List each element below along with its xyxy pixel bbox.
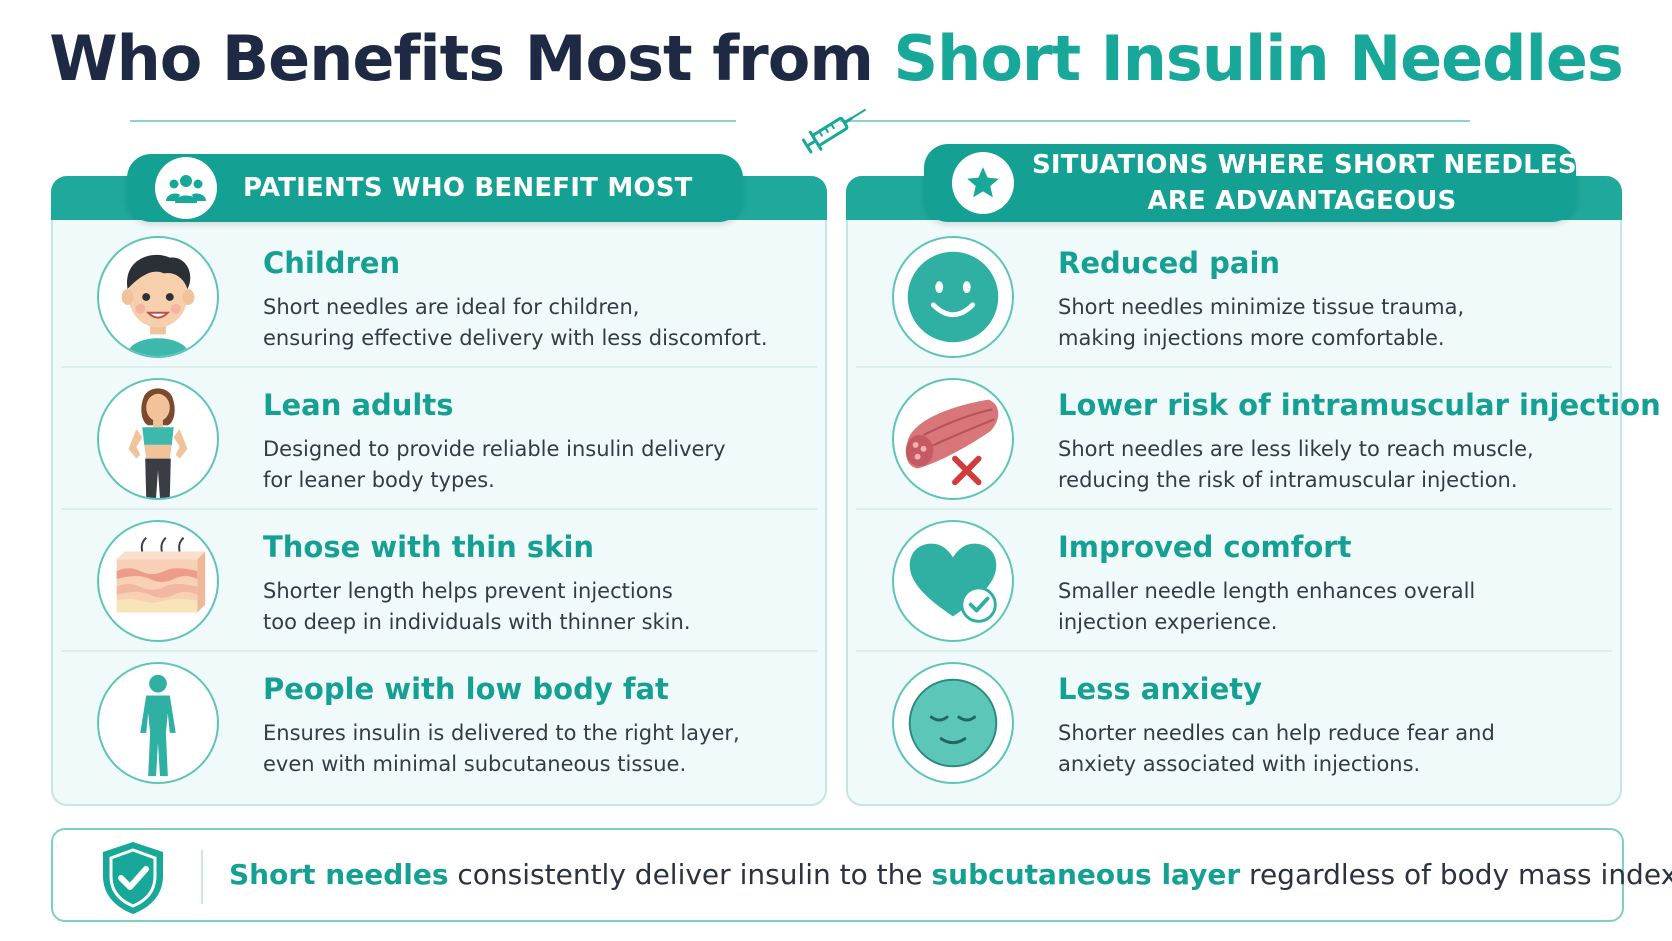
- lean-woman-icon: [97, 378, 219, 500]
- situations-title-line: SITUATIONS WHERE SHORT NEEDLES: [1032, 150, 1577, 180]
- situations-panel-title: SITUATIONS WHERE SHORT NEEDLES ARE ADVAN…: [1032, 147, 1577, 219]
- child-face-icon: [97, 236, 219, 358]
- item-desc-line: anxiety associated with injections.: [1058, 752, 1421, 776]
- star-icon: [952, 152, 1014, 214]
- item-title: Lean adults: [263, 388, 454, 422]
- item-description: Smaller needle length enhances overall i…: [1058, 576, 1618, 638]
- item-desc-line: Short needles are less likely to reach m…: [1058, 437, 1534, 461]
- summary-text: Short needles consistently deliver insul…: [229, 858, 1672, 891]
- smiley-face-icon: [892, 236, 1014, 358]
- item-description: Short needles are less likely to reach m…: [1058, 434, 1618, 496]
- item-desc-line: Short needles minimize tissue trauma,: [1058, 295, 1465, 319]
- item-title: Reduced pain: [1058, 246, 1281, 280]
- skin-layers-icon: [97, 520, 219, 642]
- item-desc-line: for leaner body types.: [263, 468, 495, 492]
- item-title: Those with thin skin: [263, 530, 595, 564]
- item-desc-line: reducing the risk of intramuscular injec…: [1058, 468, 1518, 492]
- patients-panel-title: PATIENTS WHO BENEFIT MOST: [243, 173, 693, 203]
- page-title: Who Benefits Most from Short Insulin Nee…: [0, 22, 1672, 95]
- item-desc-line: ensuring effective delivery with less di…: [263, 326, 768, 350]
- situations-panel: SITUATIONS WHERE SHORT NEEDLES ARE ADVAN…: [846, 144, 1661, 806]
- muscle-cross-icon: [892, 378, 1014, 500]
- item-title: Less anxiety: [1058, 672, 1263, 706]
- item-title: People with low body fat: [263, 672, 669, 706]
- item-description: Shorter length helps prevent injections …: [263, 576, 823, 638]
- list-item-children: Children Short needles are ideal for chi…: [61, 226, 817, 368]
- summary-banner: Short needles consistently deliver insul…: [51, 828, 1672, 922]
- list-item-lean-adults: Lean adults Designed to provide reliable…: [61, 368, 817, 510]
- situations-title-line: ARE ADVANTAGEOUS: [1147, 186, 1457, 216]
- item-desc-line: Shorter needles can help reduce fear and: [1058, 721, 1495, 745]
- item-desc-line: too deep in individuals with thinner ski…: [263, 610, 691, 634]
- patients-panel: PATIENTS WHO BENEFIT MOST Children Short…: [51, 154, 827, 806]
- item-description: Short needles are ideal for children, en…: [263, 292, 823, 354]
- list-item-less-anxiety: Less anxiety Shorter needles can help re…: [856, 652, 1612, 792]
- situations-panel-header: SITUATIONS WHERE SHORT NEEDLES ARE ADVAN…: [924, 144, 1577, 222]
- item-title: Children: [263, 246, 401, 280]
- shield-check-icon: [103, 842, 163, 914]
- title-rule-right: [840, 120, 1470, 122]
- item-description: Ensures insulin is delivered to the righ…: [263, 718, 823, 780]
- item-title: Improved comfort: [1058, 530, 1352, 564]
- summary-highlight: subcutaneous layer: [931, 858, 1241, 891]
- summary-text-part: regardless of body mass index.: [1240, 858, 1672, 891]
- item-desc-line: Shorter length helps prevent injections: [263, 579, 673, 603]
- item-description: Short needles minimize tissue trauma, ma…: [1058, 292, 1618, 354]
- summary-text-part: consistently deliver insulin to the: [448, 858, 932, 891]
- item-title: Lower risk of intramuscular injection: [1058, 388, 1661, 422]
- syringe-icon: [801, 108, 866, 154]
- heart-check-icon: [892, 520, 1014, 642]
- patients-panel-header: PATIENTS WHO BENEFIT MOST: [127, 154, 743, 222]
- item-desc-line: making injections more comfortable.: [1058, 326, 1445, 350]
- footer-divider: [201, 850, 203, 904]
- item-desc-line: injection experience.: [1058, 610, 1278, 634]
- item-desc-line: even with minimal subcutaneous tissue.: [263, 752, 687, 776]
- title-part-2: Short Insulin Needles: [893, 22, 1624, 95]
- list-item-low-body-fat: People with low body fat Ensures insulin…: [61, 652, 817, 792]
- title-part-1: Who Benefits Most from: [49, 22, 894, 95]
- item-desc-line: Ensures insulin is delivered to the righ…: [263, 721, 740, 745]
- list-item-thin-skin: Those with thin skin Shorter length help…: [61, 510, 817, 652]
- body-silhouette-icon: [97, 662, 219, 784]
- item-description: Shorter needles can help reduce fear and…: [1058, 718, 1618, 780]
- item-desc-line: Short needles are ideal for children,: [263, 295, 640, 319]
- item-desc-line: Smaller needle length enhances overall: [1058, 579, 1476, 603]
- item-description: Designed to provide reliable insulin del…: [263, 434, 823, 496]
- people-group-icon: [155, 157, 217, 219]
- list-item-lower-risk: Lower risk of intramuscular injection Sh…: [856, 368, 1661, 510]
- title-rule-left: [130, 120, 736, 122]
- list-item-improved-comfort: Improved comfort Smaller needle length e…: [856, 510, 1612, 652]
- summary-highlight: Short needles: [229, 858, 449, 891]
- calm-face-icon: [892, 662, 1014, 784]
- item-desc-line: Designed to provide reliable insulin del…: [263, 437, 726, 461]
- list-item-reduced-pain: Reduced pain Short needles minimize tiss…: [856, 226, 1612, 368]
